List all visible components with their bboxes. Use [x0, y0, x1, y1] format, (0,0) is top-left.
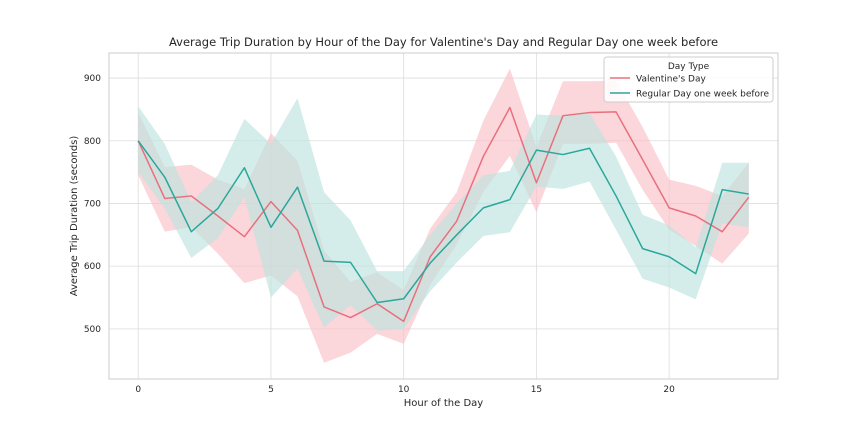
series-line-regular-day — [137, 140, 749, 304]
legend-title: Day Type — [668, 62, 710, 72]
plot-frame — [108, 52, 779, 380]
y-tick-label: 600 — [84, 262, 101, 272]
y-tick-label: 800 — [84, 137, 101, 147]
y-tick-label: 500 — [84, 325, 101, 335]
legend-box — [603, 56, 774, 103]
legend-label-regular-day: Regular Day one week before — [636, 90, 770, 100]
chart-title: Average Trip Duration by Hour of the Day… — [169, 35, 718, 49]
y-tick-label: 900 — [84, 74, 101, 84]
y-axis-label: Average Trip Duration (seconds) — [69, 136, 80, 297]
x-tick-label: 20 — [663, 385, 675, 395]
x-tick-label: 5 — [268, 385, 274, 395]
series-lines — [137, 106, 750, 323]
x-tick-labels: 0 5 10 15 20 — [135, 385, 675, 395]
series-line-valentines-day — [137, 106, 750, 323]
legend-label-valentines-day: Valentine's Day — [636, 75, 706, 85]
confidence-band-regular-day — [138, 98, 749, 331]
x-tick-label: 15 — [531, 385, 542, 395]
y-tick-labels: 500 600 700 800 900 — [84, 74, 101, 335]
y-tick-label: 700 — [84, 199, 101, 209]
x-tick-label: 10 — [398, 385, 410, 395]
legend: Day Type Valentine's Day Regular Day one… — [603, 56, 774, 103]
confidence-bands — [138, 68, 749, 363]
x-axis-label: Hour of the Day — [404, 398, 484, 409]
x-tick-label: 0 — [135, 385, 141, 395]
